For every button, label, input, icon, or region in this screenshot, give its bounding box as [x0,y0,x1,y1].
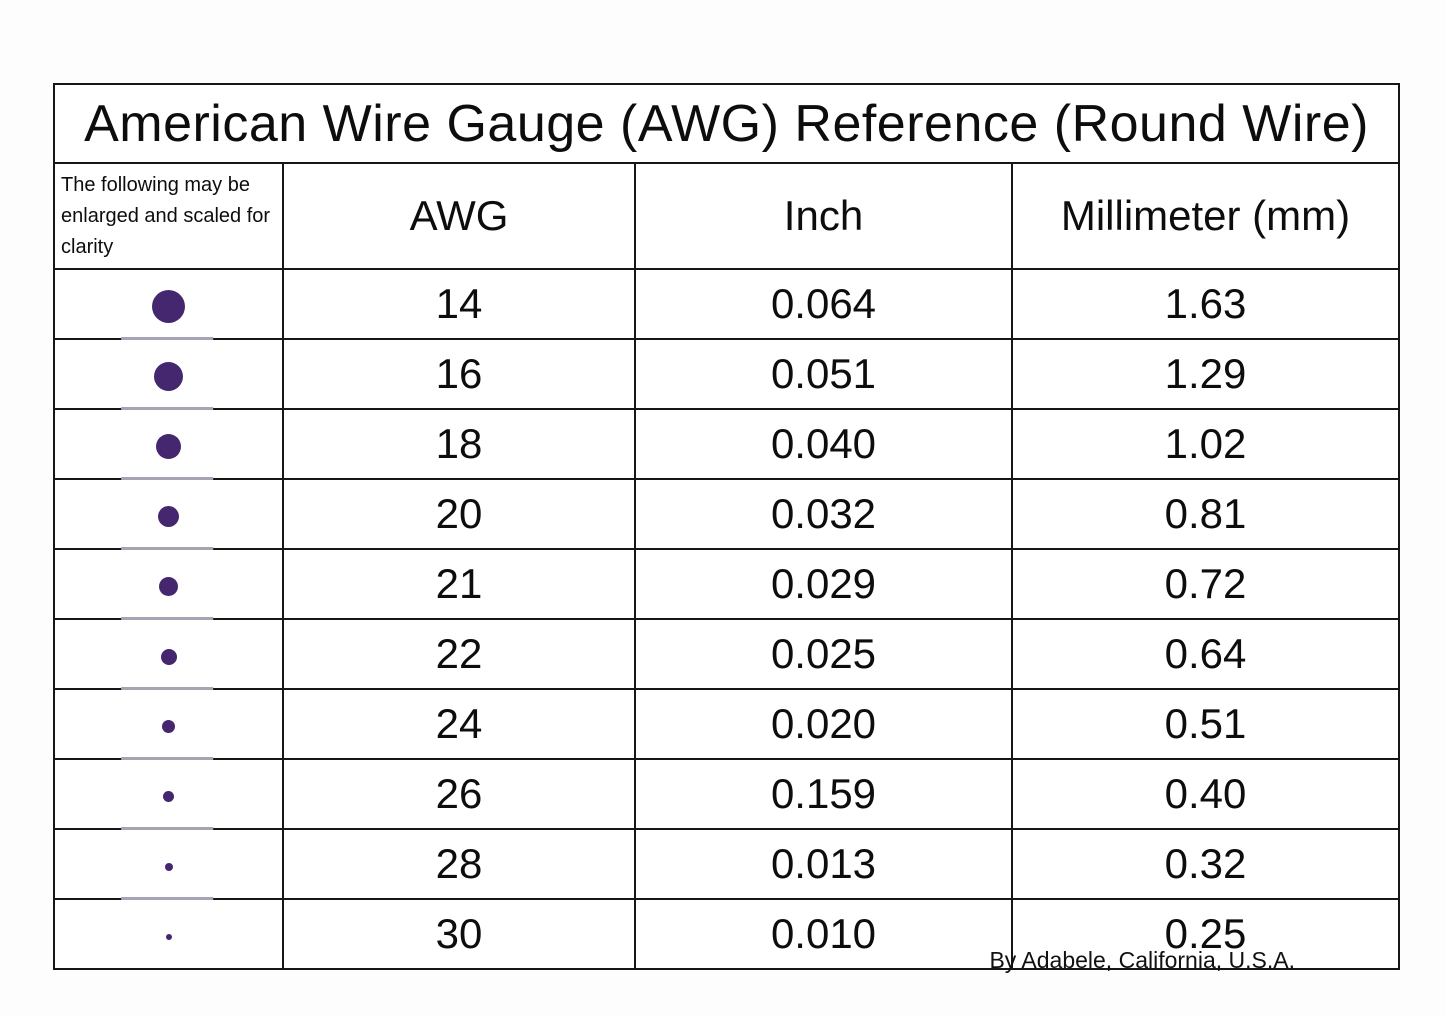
col-header-inch: Inch [634,162,1013,270]
mm-value: 0.81 [1011,478,1400,550]
awg-value: 22 [282,618,636,690]
mm-value: 0.25 [1011,898,1400,970]
scale-note: The following may be enlarged and scaled… [53,162,284,270]
wire-dot-icon [164,862,173,871]
inch-value: 0.159 [634,758,1013,830]
wire-dot-icon [152,290,185,324]
mm-value: 0.72 [1011,548,1400,620]
wire-size-cell [53,898,284,970]
wire-dot-icon [163,791,174,803]
wire-size-cell [53,828,284,900]
wire-dot-icon [160,648,177,665]
table-row: 21 0.029 0.72 [53,548,1400,620]
inch-value: 0.025 [634,618,1013,690]
wire-dot-icon [165,933,172,940]
wire-size-cell [53,338,284,410]
inch-value: 0.064 [634,268,1013,340]
wire-dot-icon [159,577,178,597]
wire-size-cell [53,688,284,760]
table-row: 14 0.064 1.63 [53,268,1400,340]
table-row: 30 0.010 0.25 [53,898,1400,970]
table-row: 24 0.020 0.51 [53,688,1400,760]
table-row: 16 0.051 1.29 [53,338,1400,410]
awg-value: 21 [282,548,636,620]
mm-value: 1.29 [1011,338,1400,410]
page-title: American Wire Gauge (AWG) Reference (Rou… [53,83,1400,164]
wire-size-cell [53,268,284,340]
table-row: 18 0.040 1.02 [53,408,1400,480]
inch-value: 0.013 [634,828,1013,900]
inch-value: 0.020 [634,688,1013,760]
inch-value: 0.010 [634,898,1013,970]
mm-value: 1.02 [1011,408,1400,480]
wire-size-cell [53,758,284,830]
wire-size-cell [53,618,284,690]
wire-size-cell [53,408,284,480]
wire-dot-icon [162,720,175,734]
col-header-millimeter: Millimeter (mm) [1011,162,1400,270]
awg-value: 20 [282,478,636,550]
awg-value: 28 [282,828,636,900]
wire-size-cell [53,478,284,550]
mm-value: 0.40 [1011,758,1400,830]
credit-text: By Adabele, California, U.S.A. [989,947,1295,973]
inch-value: 0.029 [634,548,1013,620]
awg-value: 18 [282,408,636,480]
inch-value: 0.032 [634,478,1013,550]
wire-dot-icon [156,434,181,460]
table-row: 22 0.025 0.64 [53,618,1400,690]
mm-value: 0.32 [1011,828,1400,900]
wire-size-cell [53,548,284,620]
title-row: American Wire Gauge (AWG) Reference (Rou… [53,83,1400,164]
col-header-awg: AWG [282,162,636,270]
mm-value: 0.51 [1011,688,1400,760]
table-row: 26 0.159 0.40 [53,758,1400,830]
table-row: 28 0.013 0.32 [53,828,1400,900]
inch-value: 0.040 [634,408,1013,480]
mm-value: 1.63 [1011,268,1400,340]
mm-value: 0.64 [1011,618,1400,690]
header-row: The following may be enlarged and scaled… [53,162,1400,270]
awg-reference-table: American Wire Gauge (AWG) Reference (Rou… [53,83,1400,970]
wire-dot-icon [154,362,183,392]
inch-value: 0.051 [634,338,1013,410]
awg-value: 30 [282,898,636,970]
awg-value: 14 [282,268,636,340]
table-row: 20 0.032 0.81 [53,478,1400,550]
wire-dot-icon [158,506,179,528]
awg-value: 24 [282,688,636,760]
awg-value: 16 [282,338,636,410]
awg-value: 26 [282,758,636,830]
